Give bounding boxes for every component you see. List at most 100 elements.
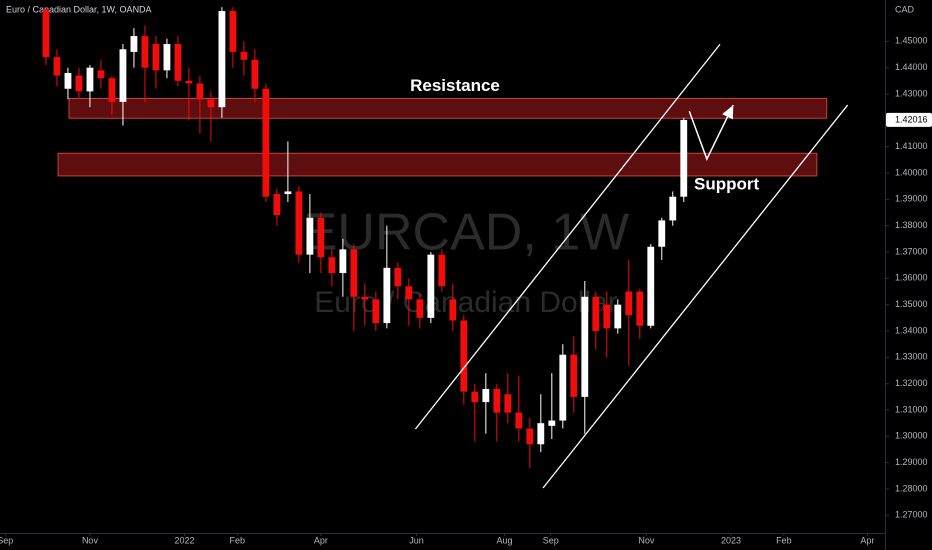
candle-body	[185, 80, 193, 84]
y-tick-label: 1.45000	[895, 36, 928, 46]
x-tick-label: Nov	[82, 535, 99, 545]
candle-body	[636, 291, 644, 326]
candle-body	[97, 70, 105, 79]
watermark-name: Euro / Canadian Dollar	[314, 286, 618, 319]
last-price-tag	[886, 112, 932, 127]
last-price-label: 1.42016	[895, 114, 928, 124]
candle-body	[449, 299, 457, 321]
candle-body	[581, 296, 589, 397]
candle-body	[515, 412, 523, 429]
x-tick-label: 2023	[721, 535, 741, 545]
y-tick-label: 1.44000	[895, 62, 928, 72]
candle-body	[108, 78, 116, 102]
y-tick-label: 1.27000	[895, 510, 928, 520]
candle-body	[394, 267, 402, 287]
candle-body	[141, 36, 149, 68]
candle-body	[592, 296, 600, 332]
arrow-head	[722, 105, 734, 120]
x-tick-label: Apr	[314, 535, 328, 545]
candle-body	[504, 394, 512, 413]
candle-body	[262, 88, 270, 197]
candle-body	[229, 11, 237, 52]
x-tick-label: Sep	[543, 535, 559, 545]
candle-body	[537, 423, 545, 445]
y-tick-label: 1.39000	[895, 194, 928, 204]
y-tick-label: 1.31000	[895, 404, 928, 414]
candle-body	[603, 304, 611, 329]
x-tick-label: Nov	[638, 535, 655, 545]
candle-body	[339, 249, 347, 274]
support-label: Support	[694, 174, 759, 193]
candle-body	[295, 191, 303, 255]
candle-body	[119, 49, 127, 102]
candle-body	[680, 119, 688, 197]
y-tick-label: 1.38000	[895, 220, 928, 230]
zone	[57, 152, 818, 177]
candle-body	[493, 388, 501, 413]
candle-body	[460, 320, 468, 392]
y-tick-label: 1.32000	[895, 378, 928, 388]
candle-body	[658, 220, 666, 247]
candle-body	[53, 57, 61, 76]
x-tick-label: Apr	[860, 535, 874, 545]
y-tick-label: 1.35000	[895, 299, 928, 309]
channel-line	[414, 43, 721, 430]
candle-body	[570, 354, 578, 397]
candle-body	[471, 391, 479, 403]
y-tick-label: 1.34000	[895, 325, 928, 335]
y-tick-label: 1.36000	[895, 273, 928, 283]
y-tick-label: 1.43000	[895, 88, 928, 98]
y-tick-label: 1.33000	[895, 352, 928, 362]
candle-body	[372, 299, 380, 324]
candle-body	[284, 191, 292, 195]
candle-body	[405, 286, 413, 300]
candle-body	[438, 254, 446, 287]
candle-body	[152, 43, 160, 71]
candle-body	[482, 388, 490, 403]
y-tick-label: 1.41000	[895, 141, 928, 151]
projection-arrow	[688, 104, 734, 161]
y-tick-label: 1.30000	[895, 431, 928, 441]
candle-body	[273, 194, 281, 216]
y-tick-label: 1.40000	[895, 167, 928, 177]
candle-body	[427, 254, 435, 318]
candle-body	[42, 9, 50, 58]
chart-title: Euro / Canadian Dollar, 1W, OANDA	[6, 4, 152, 14]
candle-body	[383, 267, 391, 324]
candle-body	[251, 59, 259, 89]
candle-body	[526, 428, 534, 445]
candle-body	[361, 296, 369, 300]
candle-body	[548, 420, 556, 426]
candle-body	[559, 354, 567, 421]
x-tick-label: Aug	[497, 535, 513, 545]
candle-body	[86, 67, 94, 92]
x-tick-label: Jun	[409, 535, 424, 545]
candle-body	[207, 99, 215, 108]
candle-body	[416, 299, 424, 318]
x-tick-label: Feb	[776, 535, 792, 545]
candle-body	[240, 51, 248, 60]
candle-body	[174, 43, 182, 81]
candle-body	[647, 246, 655, 326]
candle-body	[64, 72, 72, 89]
candle-body	[350, 249, 358, 297]
y-tick-label: 1.29000	[895, 457, 928, 467]
candle-body	[317, 217, 325, 258]
currency-label: CAD	[895, 4, 915, 14]
resistance-label: Resistance	[410, 76, 500, 95]
candle-body	[614, 304, 622, 329]
candle-body	[218, 11, 226, 108]
zone	[68, 97, 828, 119]
candle-body	[328, 257, 336, 274]
y-tick-label: 1.28000	[895, 483, 928, 493]
x-tick-label: Feb	[230, 535, 246, 545]
candle-body	[669, 196, 677, 221]
candle-body	[196, 83, 204, 100]
candle-body	[625, 291, 633, 316]
channel-line	[542, 104, 849, 489]
x-tick-label: 2022	[175, 535, 195, 545]
candle-body	[306, 217, 314, 255]
candle-body	[130, 36, 138, 52]
